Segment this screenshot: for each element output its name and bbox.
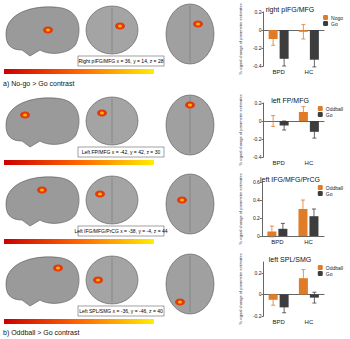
svg-text:Oddball: Oddball: [325, 264, 343, 271]
svg-text:0.4: 0.4: [253, 197, 260, 203]
svg-text:left SPL/SMG: left SPL/SMG: [269, 256, 311, 263]
svg-text:0: 0: [257, 233, 260, 239]
svg-text:% signal change of parameter e: % signal change of parameter estimates: [238, 173, 243, 244]
html-text:a) No-go > Go contrast: a) No-go > Go contrast: [3, 80, 75, 87]
svg-text:-0.2: -0.2: [253, 313, 262, 319]
svg-text:Oddball: Oddball: [325, 184, 343, 191]
svg-text:0: 0: [259, 27, 262, 33]
svg-text:Nogo: Nogo: [331, 14, 343, 21]
html-text:b) Oddball > Go contrast: b) Oddball > Go contrast: [3, 329, 80, 336]
svg-text:0.2: 0.2: [255, 270, 262, 276]
svg-text:Left SPL/SMG x = -36, y = -46: Left SPL/SMG x = -36, y = -46, z = 40: [79, 308, 163, 314]
svg-text:0.2: 0.2: [255, 100, 262, 106]
svg-text:Go: Go: [326, 191, 333, 197]
svg-text:right pIFG/MFG: right pIFG/MFG: [266, 6, 315, 14]
svg-text:Go: Go: [331, 21, 338, 27]
svg-text:left IFG/MFG/PrCG: left IFG/MFG/PrCG: [260, 176, 320, 183]
svg-text:HC: HC: [304, 239, 313, 245]
svg-text:Left FP/MFG x = -42, y = 42,: Left FP/MFG x = -42, y = 42, z = 30: [82, 149, 161, 155]
svg-text:HC: HC: [305, 160, 314, 166]
svg-text:-0.4: -0.4: [253, 154, 262, 160]
svg-text:Right pIFG/MFG x = 36, y = 14: Right pIFG/MFG x = 36, y = 14, z = 28: [79, 58, 164, 64]
svg-text:Left IFG/MFG/PrCG x = -38, y: Left IFG/MFG/PrCG x = -38, y = -4, z = 4…: [74, 228, 167, 234]
svg-text:% signal change of parameter e: % signal change of parameter estimates: [238, 3, 243, 74]
svg-text:-0.2: -0.2: [253, 45, 262, 51]
svg-text:0.6: 0.6: [253, 179, 260, 185]
svg-text:BPD: BPD: [272, 69, 285, 75]
svg-text:-0.4: -0.4: [253, 63, 262, 69]
svg-text:-0.2: -0.2: [253, 136, 262, 142]
svg-text:HC: HC: [305, 69, 314, 75]
svg-text:% signal change of parameter e: % signal change of parameter estimates: [238, 94, 243, 165]
svg-text:BPD: BPD: [272, 319, 285, 325]
svg-text:0: 0: [259, 291, 262, 297]
svg-text:Oddball: Oddball: [325, 105, 343, 112]
svg-text:HC: HC: [305, 319, 314, 325]
svg-text:0.2: 0.2: [255, 9, 262, 15]
svg-text:left FP/MFG: left FP/MFG: [271, 97, 309, 104]
svg-text:0: 0: [259, 118, 262, 124]
svg-text:Go: Go: [326, 112, 333, 118]
svg-text:% signal change of parameter e: % signal change of parameter estimates: [238, 253, 243, 324]
svg-text:BPD: BPD: [272, 160, 285, 166]
svg-text:0.2: 0.2: [253, 215, 260, 221]
svg-text:Go: Go: [326, 271, 333, 277]
svg-text:BPD: BPD: [271, 239, 284, 245]
